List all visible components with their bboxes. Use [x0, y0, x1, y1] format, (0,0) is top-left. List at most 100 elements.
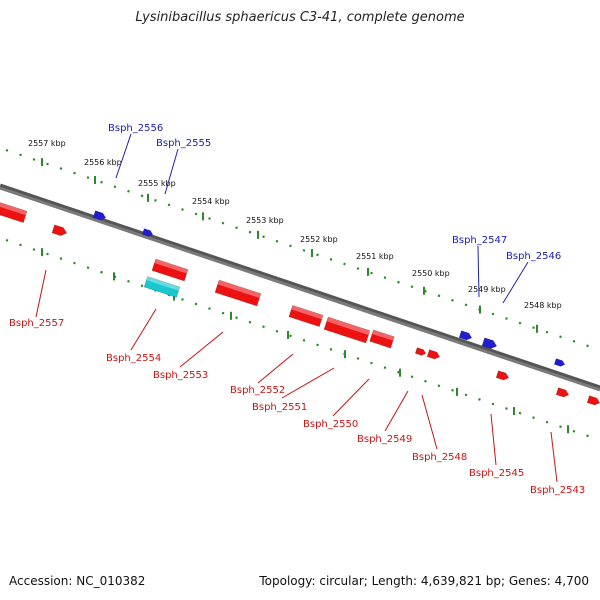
lower-rail-dot — [572, 429, 576, 433]
lower-rail-dot — [248, 320, 252, 324]
lower-rail-dot — [19, 243, 22, 247]
forward-gene-right — [553, 358, 566, 367]
lower-rail-dot — [235, 316, 238, 320]
lower-rail-dot — [532, 416, 535, 420]
reverse-leader-line — [257, 353, 294, 384]
lower-rail-dot — [424, 379, 427, 383]
lower-rail-dot — [59, 257, 63, 260]
upper-rail-dot — [208, 217, 211, 220]
upper-rail-dot — [397, 280, 400, 284]
reverse-leader-line — [490, 413, 497, 466]
reverse-leader-line — [35, 269, 47, 318]
highlight-gene — [143, 276, 181, 298]
upper-rail-dot — [154, 198, 157, 202]
kbp-tick-label: 2557 kbp — [28, 139, 66, 148]
upper-rail-dot — [140, 194, 144, 198]
reverse-gene-label: Bsph_2551 — [252, 402, 307, 413]
reverse-leader-line — [421, 394, 438, 450]
genome-title: Lysinibacillus sphaericus C3-41, complet… — [135, 10, 465, 25]
upper-rail-dot — [181, 208, 184, 211]
reverse-gene-small — [51, 224, 68, 236]
kbp-tick-label: 2549 kbp — [468, 285, 506, 294]
forward-leader-line — [164, 148, 179, 195]
upper-rail-dot — [73, 171, 76, 175]
lower-rail-dot — [491, 402, 495, 406]
lower-rail-dot — [329, 348, 333, 351]
upper-rail-dot — [86, 176, 90, 180]
reverse-leader-line — [179, 331, 224, 368]
kbp-tick-label: 2552 kbp — [300, 235, 338, 244]
lower-rail-dot — [5, 238, 9, 242]
upper-rail-dot — [32, 158, 36, 161]
upper-rail-dot — [532, 326, 535, 330]
upper-rail-dot — [46, 162, 49, 166]
upper-rail-dot — [356, 267, 360, 270]
reverse-gene-bsph-2545 — [495, 370, 510, 381]
lower-rail-dot — [73, 261, 76, 265]
upper-rail-dot — [383, 276, 387, 280]
reverse-gene-edge — [586, 395, 600, 406]
lower-rail-dot — [451, 388, 454, 392]
lower-rail-dot — [410, 375, 414, 379]
forward-leader-line — [115, 133, 132, 179]
upper-rail-dot — [586, 344, 589, 348]
kbp-tick-label: 2556 kbp — [84, 158, 122, 167]
upper-rail-dot — [343, 262, 346, 266]
lower-rail-dot — [140, 284, 144, 288]
reverse-gene-label: Bsph_2550 — [303, 419, 358, 430]
forward-gene-label: Bsph_2547 — [452, 235, 507, 246]
reverse-gene-bsph-2553 — [214, 279, 262, 307]
kbp-tick-label: 2551 kbp — [356, 252, 394, 261]
upper-rail-dot — [559, 335, 562, 339]
upper-rail-dot — [545, 330, 549, 334]
lower-rail-dot — [194, 302, 198, 306]
reverse-gene-label: Bsph_2553 — [153, 370, 208, 381]
lower-rail-dot — [127, 279, 130, 283]
upper-rail-dot — [370, 271, 373, 275]
upper-rail-dot — [262, 235, 265, 239]
lower-rail-dot — [383, 366, 387, 370]
upper-rail-dot — [235, 226, 238, 230]
upper-rail-dot — [437, 294, 441, 298]
reverse-gene-bsph-2550 — [369, 329, 395, 349]
forward-gene-label: Bsph_2555 — [156, 138, 211, 149]
upper-rail-dot — [464, 303, 468, 307]
upper-rail-dot — [316, 253, 319, 257]
kbp-tick-label: 2548 kbp — [524, 301, 562, 310]
upper-rail-dot — [491, 312, 495, 316]
reverse-gene-bsph-2543 — [555, 387, 570, 398]
backbone-shadow — [0, 183, 600, 391]
upper-rail-dot — [113, 185, 117, 189]
lower-rail-dot — [289, 334, 292, 338]
forward-leader-line — [477, 245, 480, 298]
forward-gene-bsph-2555 — [141, 228, 154, 237]
lower-rail-dot — [86, 266, 90, 270]
lower-rail-dot — [32, 248, 36, 251]
lower-rail-dot — [464, 393, 468, 397]
accession-label: Accession: NC_010382 — [9, 574, 146, 588]
reverse-gene-label: Bsph_2549 — [357, 434, 412, 445]
forward-gene-label: Bsph_2546 — [506, 251, 561, 262]
upper-rail-dot — [127, 189, 130, 193]
lower-rail-dot — [221, 311, 225, 315]
forward-gene-bsph-2556 — [92, 210, 107, 221]
reverse-gene-label: Bsph_2557 — [9, 318, 64, 329]
lower-rail-dot — [505, 407, 508, 410]
upper-rail-dot — [275, 239, 279, 243]
lower-rail-dot — [518, 411, 522, 415]
lower-rail-dot — [545, 420, 549, 424]
lower-rail-dot — [559, 425, 562, 429]
kbp-tick-label: 2554 kbp — [192, 197, 230, 206]
upper-rail-dot — [248, 230, 252, 234]
upper-rail-dot — [221, 221, 225, 225]
kbp-tick-label: 2555 kbp — [138, 179, 176, 188]
upper-rail-dot — [100, 180, 103, 184]
reverse-leader-line — [332, 378, 370, 417]
upper-rail-dot — [505, 317, 508, 320]
lower-rail-dot — [302, 338, 306, 342]
reverse-gene-label: Bsph_2554 — [106, 353, 161, 364]
upper-rail-dot — [19, 153, 22, 157]
reverse-gene-bsph-2554 — [151, 258, 189, 282]
lower-rail-dot — [478, 398, 481, 401]
kbp-tick-label: 2550 kbp — [412, 269, 450, 278]
